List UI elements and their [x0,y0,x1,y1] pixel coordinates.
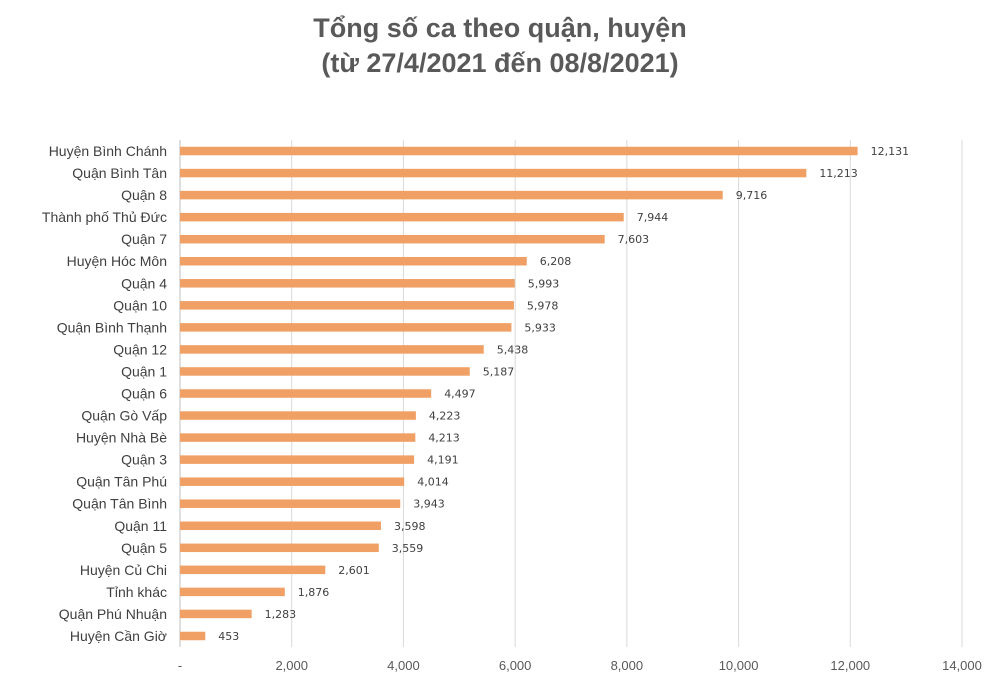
chart-title: Tổng số ca theo quận, huyện [313,13,687,43]
category-label: Quận 7 [121,231,167,247]
value-label: 9,716 [736,189,768,202]
category-label: Quận 1 [121,363,167,379]
value-label: 5,438 [497,343,528,356]
value-label: 5,933 [524,321,556,334]
value-label: 6,208 [540,255,572,268]
bar [180,168,807,178]
x-tick-label: 12,000 [830,658,870,673]
value-label: 4,497 [444,388,476,401]
bar [180,631,206,641]
category-label: Quận Gò Vấp [81,408,167,424]
bar [180,234,605,244]
x-tick-label: 10,000 [719,658,759,673]
x-tick-label: 4,000 [387,658,420,673]
category-label: Quận 12 [113,341,167,357]
bar [180,190,723,200]
bars [180,146,858,641]
x-tick-label: 8,000 [611,658,644,673]
category-label: Quận Bình Thạnh [57,319,167,335]
bar [180,212,624,222]
value-label: 2,601 [338,564,370,577]
category-label: Quận 8 [121,187,167,203]
value-label: 5,978 [527,299,559,312]
bar [180,433,416,442]
value-label: 12,131 [871,145,910,158]
bar [180,279,515,288]
category-label: Huyện Bình Chánh [49,143,167,159]
category-label: Quận Bình Tân [72,165,167,181]
category-label: Thành phố Thủ Đức [42,209,167,225]
bar [180,455,415,464]
value-label: 3,943 [413,498,445,511]
value-label: 5,187 [483,365,514,378]
category-label: Quận 10 [113,297,167,313]
bar [180,521,381,531]
value-label: 453 [218,630,239,643]
bar [180,146,858,156]
value-label: 3,598 [394,520,426,533]
category-label: Quận 5 [121,540,167,556]
value-label: 1,283 [265,608,297,621]
value-label: 4,223 [429,410,461,423]
labels: - 2,000 4,000 6,000 8,000 10,000 12,000 14,000 H… [42,143,982,673]
bar [180,367,470,376]
category-label: Huyện Củ Chi [80,562,167,578]
bar [180,609,252,619]
category-label: Tỉnh khác [106,584,167,600]
value-label: 7,944 [637,211,669,224]
value-label: 11,213 [819,167,858,180]
bar [180,543,379,553]
bar [180,345,484,354]
bar [180,411,416,420]
value-label: 4,213 [428,432,460,445]
bar [180,323,512,332]
bar [180,499,401,508]
value-label: 4,191 [427,454,459,467]
x-tick-label: 6,000 [499,658,532,673]
category-label: Quận 11 [114,518,167,534]
bar [180,389,432,398]
category-label: Quận 6 [121,386,167,402]
category-label: Quận Tân Bình [72,496,167,512]
category-label: Quận Tân Phú [76,474,167,490]
category-label: Huyện Hóc Môn [67,253,167,269]
category-label: Huyện Nhà Bè [76,430,167,446]
bar [180,256,527,266]
x-tick-label: 2,000 [275,658,308,673]
category-label: Quận 4 [121,275,167,291]
value-label: 4,014 [417,476,449,489]
x-tick-label: - [178,658,182,673]
value-label: 5,993 [528,277,560,290]
value-label: 7,603 [618,233,650,246]
category-label: Quận 3 [121,452,167,468]
value-label: 3,559 [392,542,424,555]
bar [180,301,514,310]
bar [180,587,285,597]
value-label: 1,876 [298,586,330,599]
bar [180,565,326,575]
x-tick-label: 14,000 [942,658,982,673]
bar [180,477,405,486]
category-label: Huyện Cần Giờ [70,628,167,644]
chart-subtitle: (từ 27/4/2021 đến 08/8/2021) [321,48,679,78]
category-label: Quận Phú Nhuận [59,606,167,622]
